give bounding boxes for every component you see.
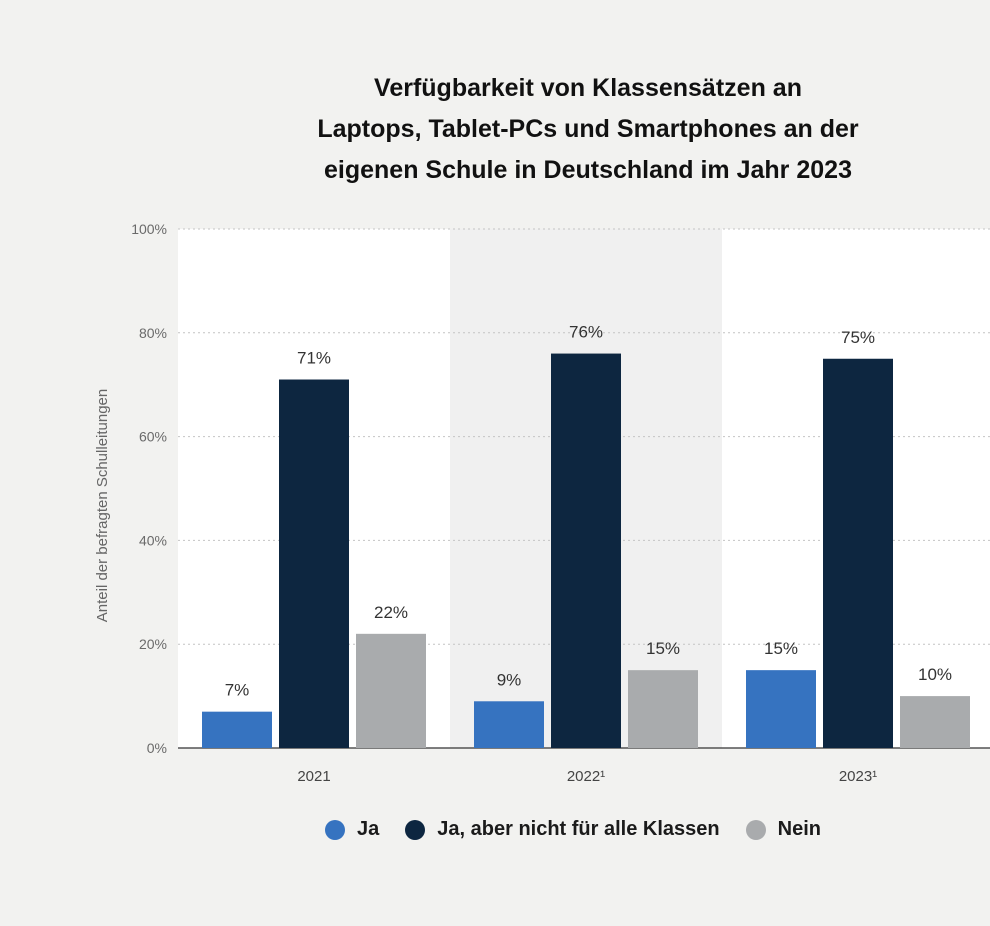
bar-0-1 <box>474 701 544 748</box>
y-tick-label: 100% <box>131 221 167 237</box>
data-label-1-0: 71% <box>297 349 331 368</box>
bar-1-2 <box>823 358 893 748</box>
chart-title-line-3: eigenen Schule in Deutschland im Jahr 20… <box>324 156 852 184</box>
legend-marker-ja <box>325 819 346 840</box>
chart-title-line-2: Laptops, Tablet-PCs und Smartphones an d… <box>317 115 859 143</box>
y-tick-label: 80% <box>139 325 167 341</box>
legend-marker-ja-nicht-alle <box>405 819 426 840</box>
bar-2-0 <box>356 633 426 748</box>
legend-item-ja-nicht-alle[interactable]: Ja, aber nicht für alle Klassen <box>405 818 720 841</box>
x-tick-label-0: 2021 <box>297 768 330 785</box>
y-axis-title: Anteil der befragten Schulleitungen <box>94 389 111 623</box>
y-tick-label: 40% <box>139 532 167 548</box>
chart-title-line-1: Verfügbarkeit von Klassensätzen an <box>374 74 802 102</box>
bar-1-1 <box>551 353 621 748</box>
bar-2-1 <box>628 670 698 748</box>
data-label-0-0: 7% <box>225 681 250 700</box>
legend-label-nein: Nein <box>777 818 821 840</box>
data-label-2-1: 15% <box>646 639 680 658</box>
data-label-1-1: 76% <box>569 323 603 342</box>
chart-title: Verfügbarkeit von Klassensätzen an Lapto… <box>0 68 990 191</box>
bar-0-0 <box>202 711 272 748</box>
legend-item-nein[interactable]: Nein <box>745 818 821 841</box>
x-tick-label-2: 2023¹ <box>839 768 877 785</box>
legend: Ja Ja, aber nicht für alle Klassen Nein <box>0 818 990 841</box>
legend-marker-nein <box>745 819 766 840</box>
y-tick-label: 0% <box>147 740 167 756</box>
bar-1-0 <box>279 379 349 748</box>
legend-label-ja-nicht-alle: Ja, aber nicht für alle Klassen <box>437 818 720 840</box>
data-label-2-2: 10% <box>918 665 952 684</box>
legend-item-ja[interactable]: Ja <box>325 818 379 841</box>
legend-label-ja: Ja <box>357 818 380 840</box>
y-tick-label: 60% <box>139 429 167 445</box>
data-label-1-2: 75% <box>841 328 875 347</box>
x-tick-label-1: 2022¹ <box>567 768 605 785</box>
bar-2-2 <box>900 696 970 748</box>
data-label-0-1: 9% <box>497 670 522 689</box>
bar-0-2 <box>746 670 816 748</box>
data-label-0-2: 15% <box>764 639 798 658</box>
data-label-2-0: 22% <box>374 603 408 622</box>
y-tick-label: 20% <box>139 636 167 652</box>
